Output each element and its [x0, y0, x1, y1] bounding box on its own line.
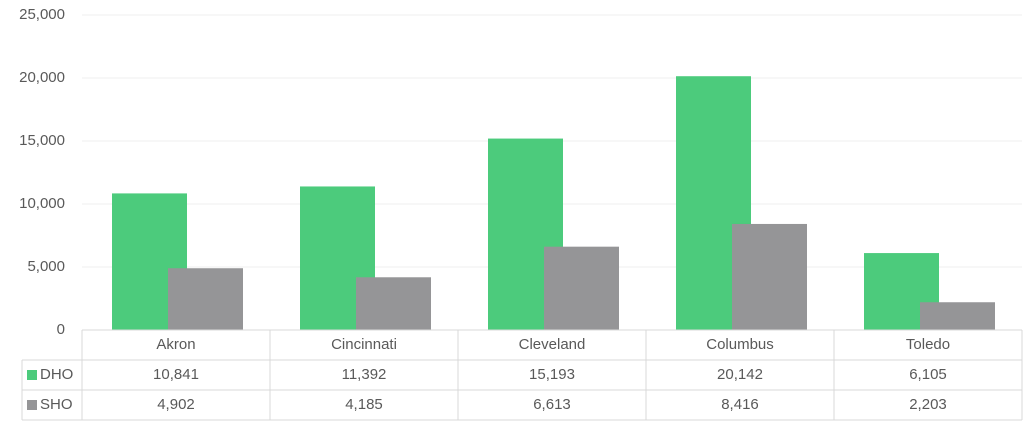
table-value: 4,902	[157, 396, 195, 413]
table-value: 11,392	[342, 366, 387, 383]
x-tick-label: Columbus	[706, 336, 774, 353]
y-tick-label: 0	[57, 321, 65, 338]
x-tick-label: Cleveland	[519, 336, 586, 353]
legend-label: SHO	[40, 396, 73, 413]
y-tick-label: 15,000	[19, 132, 65, 149]
legend-swatch	[27, 370, 37, 380]
table-value: 6,613	[533, 396, 571, 413]
table-value: 6,105	[909, 366, 947, 383]
table-value: 8,416	[721, 396, 759, 413]
y-tick-label: 20,000	[19, 69, 65, 86]
table-value: 10,841	[153, 366, 199, 383]
y-tick-label: 5,000	[27, 258, 65, 275]
bar	[168, 268, 243, 330]
table-value: 20,142	[717, 366, 763, 383]
legend-swatch	[27, 400, 37, 410]
x-tick-label: Akron	[156, 336, 195, 353]
legend-label: DHO	[40, 366, 73, 383]
table-value: 4,185	[345, 396, 383, 413]
y-tick-label: 25,000	[19, 6, 65, 23]
x-tick-label: Toledo	[906, 336, 950, 353]
bar	[356, 277, 431, 330]
y-tick-label: 10,000	[19, 195, 65, 212]
bar	[544, 246, 619, 330]
table-value: 2,203	[909, 396, 947, 413]
x-tick-label: Cincinnati	[331, 336, 397, 353]
bar	[920, 302, 995, 330]
bar	[732, 223, 807, 330]
table-value: 15,193	[529, 366, 575, 383]
